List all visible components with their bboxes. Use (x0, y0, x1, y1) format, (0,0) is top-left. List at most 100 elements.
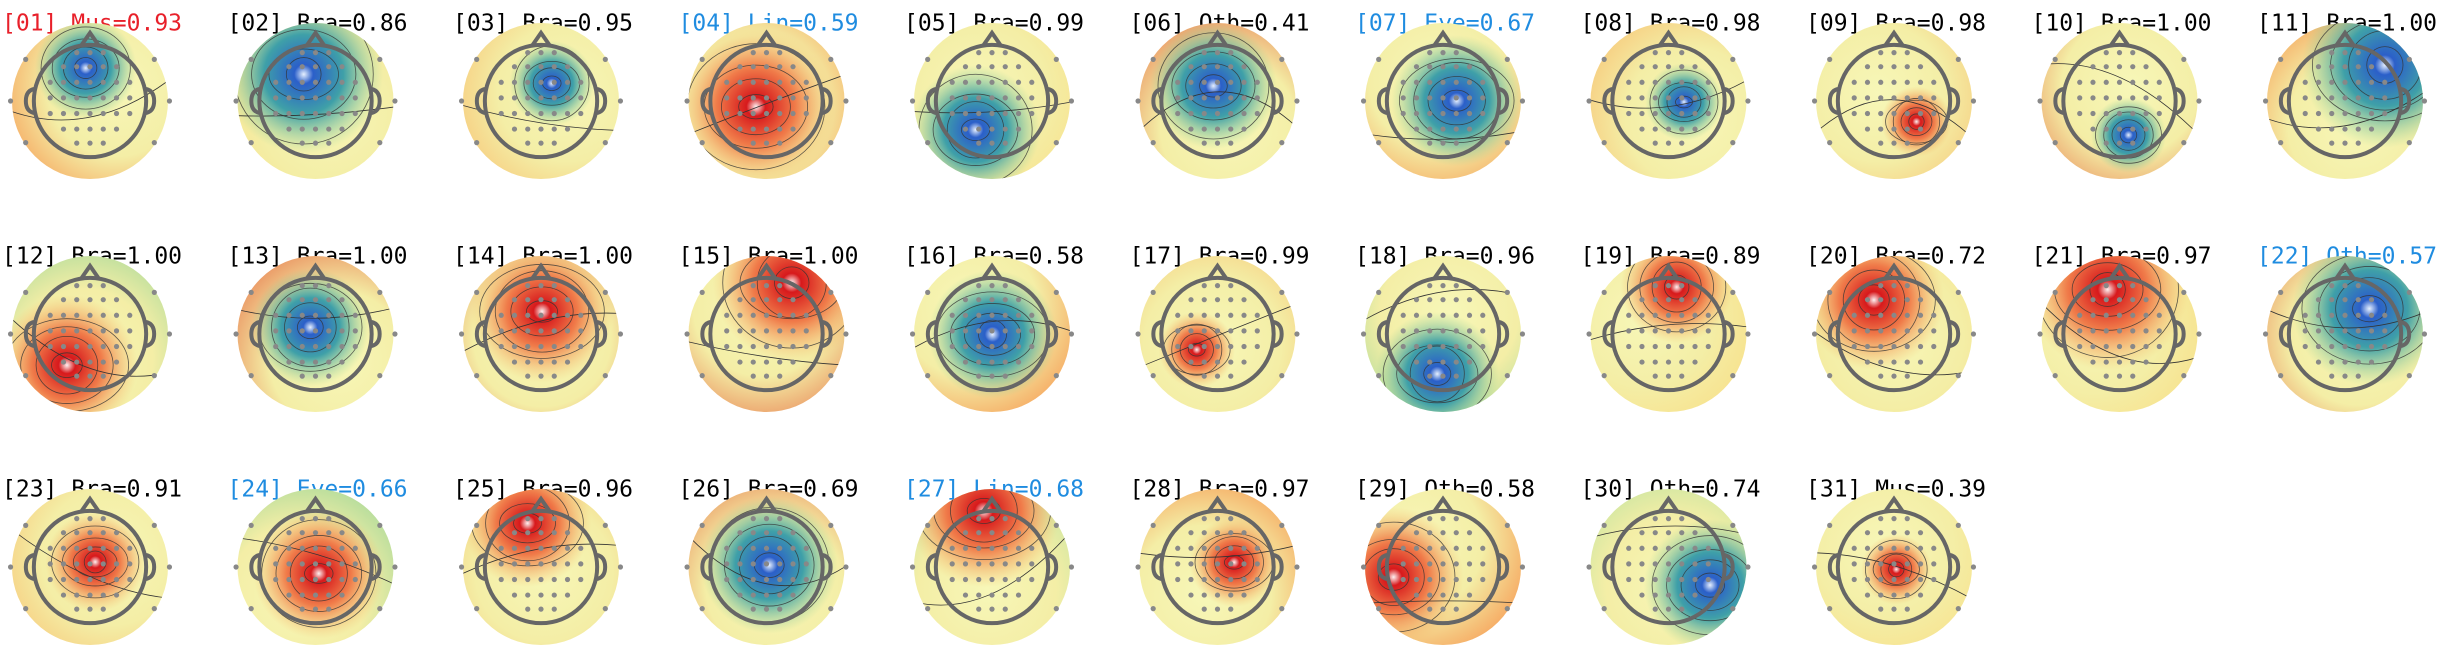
contour-line (1842, 269, 1906, 331)
electrode (1466, 64, 1473, 70)
electrode (1891, 328, 1897, 334)
electrode (1175, 95, 1181, 101)
electrode (1586, 564, 1592, 570)
electrode (790, 592, 796, 598)
electrode (1917, 110, 1924, 117)
electrode (2052, 373, 2058, 379)
electrode (763, 79, 770, 85)
electrode (1440, 545, 1446, 551)
ear (1498, 553, 1510, 581)
electrode (1015, 64, 1022, 70)
electrode (777, 592, 783, 598)
ear (925, 553, 937, 581)
electrode (60, 64, 67, 70)
electrode (949, 95, 955, 101)
contour-line (721, 78, 791, 136)
electrode (60, 79, 67, 85)
electrode (1692, 95, 1698, 101)
electrode (962, 110, 969, 117)
electrode (339, 545, 345, 551)
electrode (1626, 328, 1632, 334)
electrode (1652, 373, 1658, 379)
electrode (989, 592, 995, 598)
electrode (1891, 283, 1897, 289)
electrode (1029, 328, 1035, 334)
electrode (1002, 373, 1008, 379)
electrode (976, 140, 982, 146)
electrode (127, 561, 133, 567)
contour-line (1365, 289, 1521, 320)
activation-blob (1189, 517, 1279, 608)
electrode (1730, 289, 1736, 295)
electrode (273, 95, 279, 101)
electrode (989, 328, 995, 334)
electrode (777, 545, 783, 551)
electrode (2315, 64, 2322, 70)
electrode (699, 606, 705, 612)
electrode (273, 312, 279, 318)
electrode (1878, 297, 1884, 303)
ear (474, 87, 486, 115)
topomap (909, 489, 1075, 645)
electrode (1652, 576, 1658, 583)
electrode (1228, 140, 1234, 146)
electrode (2143, 297, 2149, 303)
electrode (312, 343, 319, 350)
ear (2278, 87, 2290, 115)
electrode (100, 126, 106, 132)
electrode (2342, 328, 2348, 334)
head-outline (1610, 275, 1727, 393)
electrode (1679, 312, 1685, 318)
electrode (2355, 328, 2361, 334)
electrode (1665, 343, 1672, 350)
electrode (525, 50, 531, 56)
electrode (2329, 140, 2335, 146)
electrode (2368, 95, 2375, 101)
electrode (1214, 561, 1221, 567)
electrode (1228, 606, 1234, 612)
electrode (1228, 297, 1234, 303)
electrode (74, 545, 80, 551)
electrode (498, 343, 504, 350)
electrode (2156, 312, 2162, 318)
electrode (2342, 110, 2348, 117)
electrode (1639, 343, 1645, 350)
electrode (87, 283, 93, 289)
electrode (763, 126, 770, 132)
electrode (23, 289, 29, 295)
contour-line (1199, 74, 1228, 98)
electrode (538, 592, 544, 598)
electrode (2156, 328, 2162, 334)
electrode (1878, 328, 1884, 334)
head-outline (1610, 508, 1727, 626)
electrode (989, 140, 995, 146)
electrode (74, 328, 80, 334)
electrode (312, 126, 319, 132)
electrode (1639, 530, 1645, 536)
electrode (1639, 64, 1645, 70)
electrode (1745, 331, 1751, 337)
electrode (525, 561, 531, 567)
electrode (962, 343, 969, 350)
electrode (1015, 530, 1022, 536)
electrode (551, 126, 557, 132)
nose (1657, 495, 1680, 513)
head-outline (257, 275, 374, 393)
electrode (151, 522, 157, 528)
electrode (1917, 95, 1924, 101)
electrode (1427, 140, 1433, 146)
electrode (511, 545, 518, 551)
electrode (74, 64, 80, 70)
electrode (1519, 564, 1526, 570)
electrode (1427, 283, 1433, 289)
topomap (909, 256, 1075, 412)
electrode (1201, 328, 1207, 334)
electrode (2342, 95, 2348, 101)
electrode (790, 545, 796, 551)
electrode (1201, 606, 1207, 612)
activation-blob (1365, 506, 1464, 645)
electrode (551, 95, 557, 101)
electrode (1360, 564, 1367, 570)
topomap (233, 23, 398, 179)
nose (1657, 262, 1680, 280)
